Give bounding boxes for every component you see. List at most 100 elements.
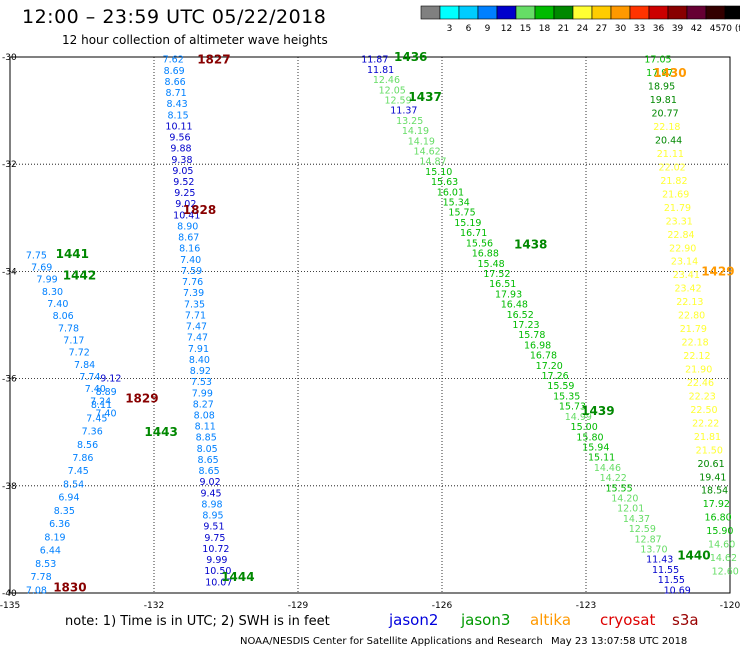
swh-value-label: 8.89 bbox=[96, 387, 117, 398]
swh-value-label: 7.78 bbox=[30, 572, 51, 583]
y-tick-label: -38 bbox=[2, 482, 17, 492]
swh-value-label: 8.65 bbox=[198, 455, 219, 466]
legend-label: 9 bbox=[485, 24, 491, 34]
swh-value-label: 8.11 bbox=[195, 422, 216, 433]
legend-label: 12 bbox=[501, 24, 512, 34]
swh-value-label: 7.91 bbox=[188, 344, 209, 355]
swh-value-label: 15.63 bbox=[431, 177, 458, 188]
swh-value-label: 9.45 bbox=[200, 488, 221, 499]
swh-value-label: 12.60 bbox=[712, 567, 739, 578]
legend-swatch bbox=[610, 5, 631, 20]
swh-value-label: 8.67 bbox=[178, 233, 199, 244]
pass-time-label: 1430 bbox=[653, 66, 686, 80]
swh-value-label: 8.92 bbox=[190, 366, 211, 377]
swh-value-label: 15.78 bbox=[518, 330, 545, 341]
swh-value-label: 8.27 bbox=[193, 399, 214, 410]
x-tick-label: -126 bbox=[432, 601, 453, 611]
swh-value-label: 15.75 bbox=[448, 208, 475, 219]
legend-label: 15 bbox=[520, 24, 531, 34]
swh-value-label: 7.47 bbox=[187, 333, 208, 344]
swh-value-label: 7.72 bbox=[69, 348, 90, 359]
swh-value-label: 8.16 bbox=[179, 244, 200, 255]
y-tick-label: -34 bbox=[2, 267, 17, 277]
satellite-legend-entry: altika bbox=[530, 611, 571, 629]
swh-value-label: 8.66 bbox=[165, 77, 186, 88]
swh-value-label: 16.98 bbox=[524, 340, 551, 351]
swh-value-label: 22.50 bbox=[690, 405, 717, 416]
x-tick-label: -120 bbox=[720, 601, 740, 611]
swh-value-label: 15.35 bbox=[553, 391, 580, 402]
legend-label: 21 bbox=[558, 24, 569, 34]
swh-value-label: 22.23 bbox=[689, 391, 716, 402]
swh-value-label: 17.26 bbox=[541, 371, 568, 382]
swh-value-label: 11.55 bbox=[652, 565, 679, 576]
swh-value-label: 17.20 bbox=[536, 361, 563, 372]
swh-value-label: 17.05 bbox=[644, 55, 671, 66]
y-tick-label: -32 bbox=[2, 160, 17, 170]
swh-value-label: 17.97 bbox=[646, 68, 673, 79]
swh-value-label: 15.59 bbox=[547, 381, 574, 392]
swh-value-label: 8.35 bbox=[54, 506, 75, 517]
swh-value-label: 17.92 bbox=[703, 499, 730, 510]
footer-credit: NOAA/NESDIS Center for Satellite Applica… bbox=[240, 636, 543, 647]
x-tick-label: -123 bbox=[576, 601, 596, 611]
swh-value-label: 8.43 bbox=[167, 99, 188, 110]
swh-value-label: 12.59 bbox=[629, 524, 656, 535]
swh-value-label: 12.05 bbox=[379, 85, 406, 96]
swh-value-label: 15.56 bbox=[466, 238, 493, 249]
swh-value-label: 9.25 bbox=[174, 188, 195, 199]
chart-title: 12:00 – 23:59 UTC 05/22/2018 bbox=[22, 6, 327, 28]
pass-time-label: 1830 bbox=[53, 581, 86, 595]
swh-value-label: 7.75 bbox=[26, 250, 47, 261]
swh-value-label: 21.82 bbox=[660, 176, 687, 187]
pass-time-label: 1441 bbox=[56, 247, 89, 261]
satellite-legend-entry: cryosat bbox=[600, 611, 655, 629]
satellite-legend-entry: jason3 bbox=[460, 611, 510, 629]
pass-time-label: 1439 bbox=[581, 404, 614, 418]
pass-time-label: 1438 bbox=[514, 238, 547, 252]
swh-value-label: 11.87 bbox=[361, 55, 388, 66]
swh-value-label: 15.55 bbox=[605, 483, 632, 494]
swh-value-label: 7.59 bbox=[181, 266, 202, 277]
swh-value-label: 14.19 bbox=[408, 136, 435, 147]
legend-swatch bbox=[705, 5, 726, 20]
swh-value-label: 7.40 bbox=[85, 384, 106, 395]
satellite-legend-entry: jason2 bbox=[388, 611, 438, 629]
swh-value-label: 7.35 bbox=[184, 299, 205, 310]
swh-value-label: 7.45 bbox=[86, 413, 107, 424]
swh-value-label: 8.56 bbox=[77, 440, 98, 451]
pass-time-label: 1827 bbox=[197, 53, 230, 67]
swh-value-label: 23.41 bbox=[673, 270, 700, 281]
legend-swatch bbox=[420, 5, 441, 20]
swh-value-label: 14.60 bbox=[708, 540, 735, 551]
legend-label: 33 bbox=[634, 24, 645, 34]
swh-value-label: 11.43 bbox=[646, 555, 673, 566]
swh-value-label: 17.52 bbox=[483, 269, 510, 280]
chart-subtitle: 12 hour collection of altimeter wave hei… bbox=[62, 33, 328, 47]
swh-value-label: 15.94 bbox=[582, 442, 609, 453]
swh-value-label: 9.12 bbox=[100, 374, 121, 385]
pass-time-label: 1437 bbox=[408, 90, 441, 104]
pass-time-label: 1436 bbox=[394, 50, 427, 64]
swh-value-label: 9.88 bbox=[170, 144, 191, 155]
swh-value-label: 17.93 bbox=[495, 289, 522, 300]
satellite-legend: jason2 jason3 altika cryosat s3a bbox=[388, 611, 699, 629]
swh-value-label: 8.71 bbox=[166, 88, 187, 99]
pass-time-label: 1429 bbox=[701, 264, 734, 278]
swh-value-label: 7.17 bbox=[63, 335, 84, 346]
swh-value-label: 21.90 bbox=[685, 365, 712, 376]
swh-value-label: 21.50 bbox=[696, 445, 723, 456]
swh-value-label: 8.85 bbox=[196, 433, 217, 444]
swh-value-label: 22.80 bbox=[678, 311, 705, 322]
pass-time-label: 1828 bbox=[183, 203, 216, 217]
legend-swatch bbox=[553, 5, 574, 20]
swh-value-label: 11.37 bbox=[390, 106, 417, 117]
swh-value-label: 14.62 bbox=[414, 147, 441, 158]
swh-value-label: 7.74 bbox=[79, 372, 100, 383]
swh-value-label: 21.79 bbox=[680, 324, 707, 335]
pass-time-label: 1829 bbox=[125, 391, 158, 405]
swh-value-label: 10.72 bbox=[202, 544, 229, 555]
swh-value-label: 10.11 bbox=[165, 121, 192, 132]
swh-value-label: 7.40 bbox=[47, 299, 68, 310]
